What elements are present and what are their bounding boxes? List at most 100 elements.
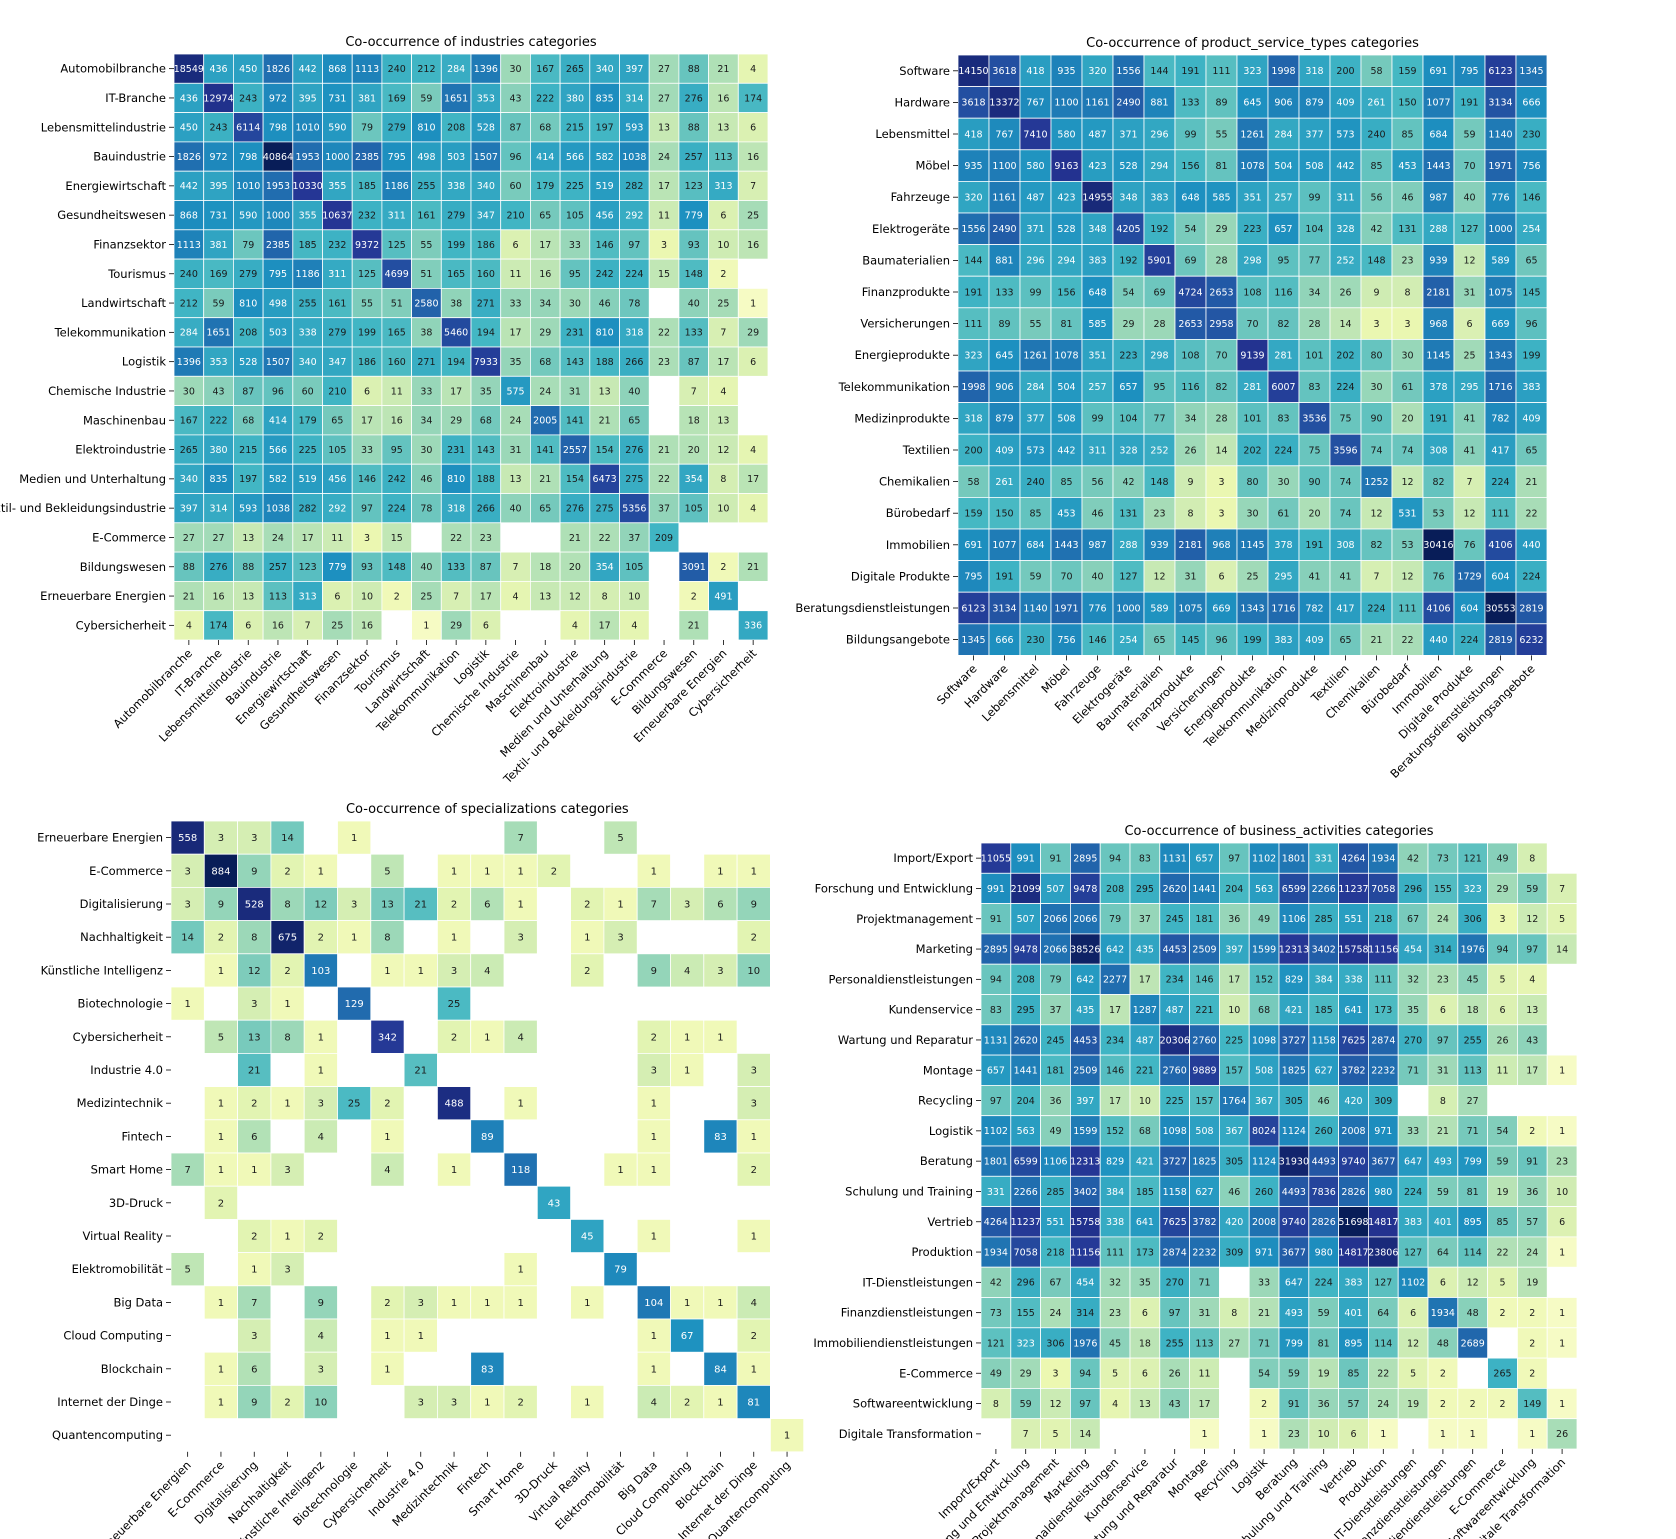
heatmap-cell xyxy=(1338,872,1369,904)
heatmap-cell xyxy=(957,244,990,277)
heatmap-cell xyxy=(1391,433,1424,467)
heatmap-cell xyxy=(1267,307,1300,340)
heatmap-cell xyxy=(503,1285,538,1320)
heatmap-cell xyxy=(957,591,990,625)
heatmap-cell xyxy=(988,149,1021,182)
heatmap-cell xyxy=(1219,1297,1250,1329)
heatmap-cell xyxy=(670,1053,705,1088)
heatmap-cell xyxy=(1174,244,1207,277)
heatmap-cell xyxy=(303,1219,338,1254)
heatmap-cell xyxy=(559,82,591,114)
heatmap-cell xyxy=(1205,338,1238,372)
heatmap-cell xyxy=(500,82,531,114)
heatmap-cell xyxy=(322,170,353,201)
heatmap-cell xyxy=(1457,1085,1489,1117)
heatmap-cell xyxy=(589,141,620,172)
heatmap-cell xyxy=(1453,275,1486,309)
heatmap-cell xyxy=(1267,560,1300,593)
heatmap-cell xyxy=(1050,149,1083,182)
heatmap-cell xyxy=(737,346,769,377)
heatmap-cell xyxy=(232,551,264,582)
heatmap-cell xyxy=(1129,1115,1161,1147)
heatmap-cell xyxy=(589,551,620,582)
heatmap-cell xyxy=(203,434,234,465)
heatmap-cell xyxy=(957,623,990,656)
heatmap-cell xyxy=(1391,54,1424,88)
heatmap-cell xyxy=(1159,1024,1191,1056)
heatmap-cell xyxy=(1070,872,1101,904)
heatmap-cell xyxy=(1308,994,1340,1026)
heatmap-cell xyxy=(1129,1357,1161,1389)
heatmap-cell xyxy=(1391,244,1424,277)
heatmap-cell xyxy=(232,170,264,201)
heatmap-cell xyxy=(237,1385,272,1420)
heatmap-cell xyxy=(589,610,620,641)
heatmap-cell xyxy=(589,112,620,143)
heatmap-cell xyxy=(619,170,650,201)
heatmap-cell xyxy=(1278,1175,1310,1208)
heatmap-cell xyxy=(381,463,412,494)
heatmap-cell xyxy=(381,493,412,524)
heatmap-cell xyxy=(1248,1236,1280,1268)
heatmap-cell xyxy=(1484,402,1517,435)
heatmap-cell xyxy=(381,141,412,172)
heatmap-cell xyxy=(530,434,561,465)
heatmap-cell xyxy=(436,1152,472,1187)
heatmap-cell xyxy=(237,1219,272,1254)
heatmap-cell xyxy=(1236,560,1269,593)
heatmap-cell xyxy=(1070,994,1101,1026)
heatmap-cell xyxy=(262,610,294,641)
heatmap-cell xyxy=(270,1385,305,1420)
heatmap-cell xyxy=(262,463,294,494)
heatmap-cell xyxy=(1267,370,1300,404)
heatmap-cell xyxy=(1040,1175,1071,1208)
heatmap-cell xyxy=(1010,1175,1041,1208)
y-tick-label-immobilien: Immobilien xyxy=(886,538,950,552)
heatmap-cell xyxy=(589,53,620,84)
heatmap-cell xyxy=(370,1351,405,1386)
heatmap-cell xyxy=(1010,1357,1041,1389)
y-tick-label-medizintechnik: Medizintechnik xyxy=(77,1096,164,1110)
heatmap-cell xyxy=(1278,842,1310,874)
heatmap-cell xyxy=(292,581,323,612)
heatmap-cell xyxy=(1453,86,1486,119)
heatmap-cell xyxy=(559,434,591,465)
heatmap-cell xyxy=(530,551,561,582)
heatmap-cell xyxy=(1515,212,1548,246)
heatmap-cell xyxy=(170,853,205,888)
heatmap-cell xyxy=(988,560,1021,593)
heatmap-cell xyxy=(648,53,680,84)
heatmap-cell xyxy=(411,581,442,612)
heatmap-cell xyxy=(559,581,591,612)
heatmap-cell xyxy=(1487,1145,1518,1177)
heatmap-cell xyxy=(1457,1206,1489,1238)
heatmap-cell xyxy=(1515,54,1548,88)
heatmap-cell xyxy=(708,493,739,524)
heatmap-cell xyxy=(1070,1297,1101,1329)
heatmap-cell xyxy=(1515,623,1548,656)
y-tick-label-telekommunikation: Telekommunikation xyxy=(54,325,166,339)
heatmap-cell xyxy=(1453,496,1486,530)
heatmap-cell xyxy=(1368,872,1399,904)
heatmap-cell xyxy=(1081,307,1114,340)
heatmap-cell xyxy=(436,1086,472,1121)
heatmap-cell xyxy=(1019,402,1052,435)
heatmap-cell xyxy=(1484,338,1517,372)
heatmap-cell xyxy=(381,405,412,436)
heatmap-cell xyxy=(589,229,620,260)
heatmap-cell xyxy=(470,1351,505,1386)
heatmap-cell xyxy=(737,112,769,143)
heatmap-cell xyxy=(470,112,502,143)
heatmap-cell xyxy=(1040,933,1071,965)
heatmap-cell xyxy=(351,522,383,553)
heatmap-cell xyxy=(988,528,1021,562)
heatmap-cell xyxy=(1368,1388,1399,1420)
heatmap-cell xyxy=(1391,528,1424,562)
heatmap-cell xyxy=(1484,496,1517,530)
heatmap-cell xyxy=(1397,963,1429,995)
heatmap-cell xyxy=(988,465,1021,498)
heatmap-cell xyxy=(1205,496,1238,530)
heatmap-cell xyxy=(203,1152,239,1187)
heatmap-cell xyxy=(411,141,442,172)
heatmap-cell xyxy=(1546,903,1578,935)
